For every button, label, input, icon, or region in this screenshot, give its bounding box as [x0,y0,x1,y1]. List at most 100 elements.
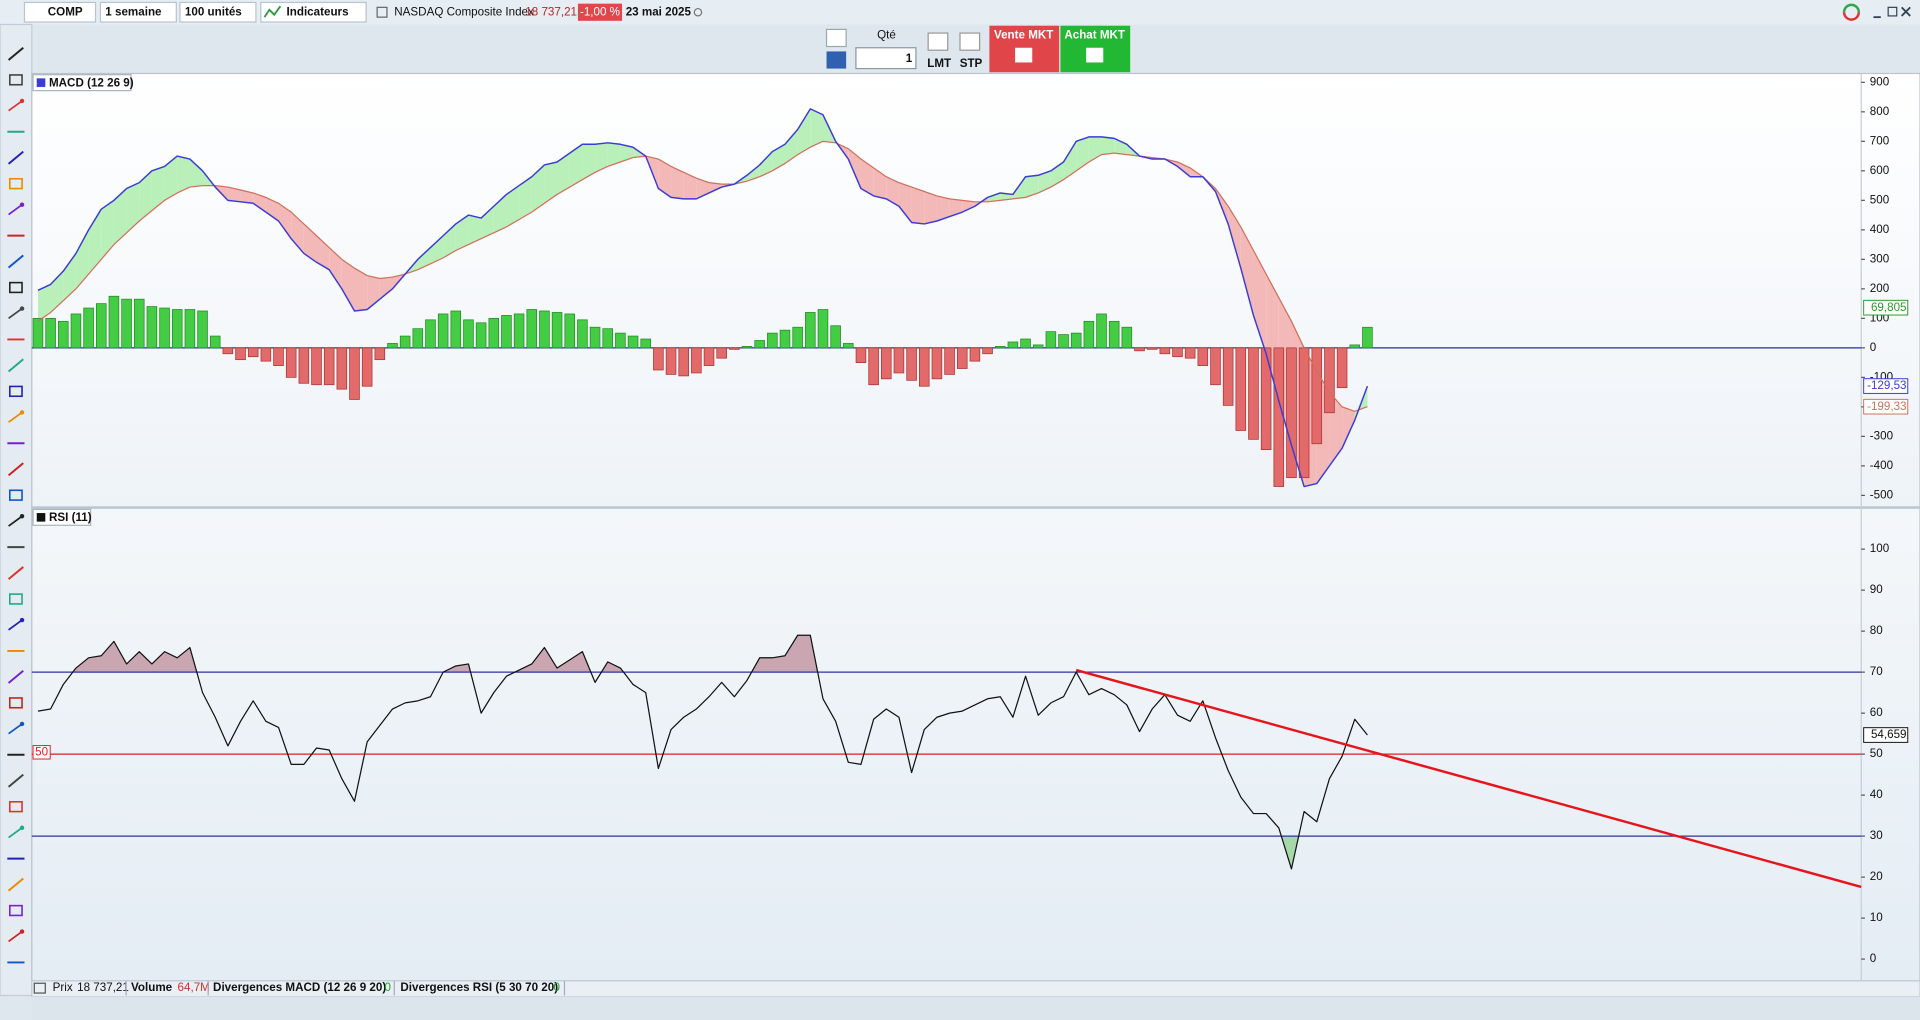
histogram-bar [1260,347,1272,451]
tool-icon [7,462,24,477]
rsi-div-label: Divergences RSI (5 30 70 20) [400,981,558,994]
histogram-bar [298,347,310,384]
tool-icon [19,306,25,311]
macd-signal-fill [569,144,583,188]
rsi-div-value: 0 [553,981,560,994]
macd-signal-fill [75,229,89,289]
legend-title: RSI (11) [49,511,92,524]
stop-icon[interactable] [959,32,981,51]
symbol: COMP [48,5,83,18]
histogram-bar [1108,320,1120,349]
tool-icon [7,877,24,892]
y-tick-label: -400 [1870,459,1894,472]
tool-icon [19,721,25,727]
tools [7,47,25,964]
histogram-bar [285,347,297,378]
histogram-bar [1134,347,1145,352]
indicators-button[interactable] [260,1,367,23]
macd-signal-fill [1063,141,1077,180]
keypad-button[interactable] [826,51,847,69]
histogram-bar [564,313,576,349]
tool-icon [9,74,23,86]
tool-icon [8,827,23,839]
histogram-bar [1121,326,1133,349]
legend-title: MACD (12 26 9) [49,76,134,89]
histogram-bar [437,313,449,349]
symbol-field[interactable] [23,1,97,23]
last-value-label: -199,33 [1867,400,1906,413]
quantity-select[interactable] [179,1,257,23]
histogram-bar [475,322,487,349]
histogram-bar [830,325,841,349]
maximize[interactable] [1887,6,1898,17]
sync-icon[interactable] [1842,3,1860,13]
tool-icon [19,617,25,623]
date: 23 mai 2025 [626,5,692,18]
macd-line [37,108,1369,488]
tool-icon [8,619,23,631]
macd-signal-fill [936,195,950,221]
buy-icon [1086,47,1104,63]
qty-input[interactable] [855,47,917,70]
y-tick-label: 900 [1870,75,1890,88]
macd-signal-fill [1253,250,1267,354]
histogram-bar [425,319,436,349]
histogram-bar [146,306,158,349]
histogram-bar [450,310,462,349]
macd-signal-fill [101,200,114,260]
limit-icon[interactable] [927,32,949,51]
y-tick-label: 400 [1870,223,1890,236]
histogram-bar [463,319,474,349]
macd-signal-fill [911,187,925,224]
histogram-bar [108,295,120,349]
macd-signal-fill [860,159,874,196]
histogram-bar [501,315,512,349]
macd-signal-fill [139,170,152,221]
last-value-box [1863,398,1909,415]
macd-signal-fill [329,247,342,289]
macd-signal-fill [265,197,279,221]
macd-signal-fill [658,159,672,198]
histogram-bar [323,347,335,386]
histogram-bar [615,332,626,349]
last-value-box [1863,299,1909,316]
instrument: NASDAQ Composite Index [394,5,534,18]
level-label-box [32,745,51,760]
histogram-bar [488,317,500,349]
macd-signal-fill [1050,161,1064,188]
macd-signal-fill [189,159,203,188]
histogram-bar [83,307,94,349]
histogram-bar [665,347,677,375]
histogram-bar [412,328,424,349]
tool-icon [8,515,23,527]
stop-label: STP [960,57,983,70]
macd-signal-fill [620,144,634,162]
macd-signal-fill [341,259,355,311]
y-tick-label: 500 [1870,193,1890,206]
histogram-bar [1058,334,1069,349]
macd-div-value: 0 [384,981,391,994]
histogram-bar [1045,331,1057,349]
macd-signal-fill [873,167,887,199]
y-tick-label: 300 [1870,252,1890,265]
rsi-pane [31,507,1920,982]
change-badge [577,3,623,21]
histogram-bar [1286,347,1297,479]
histogram-bar [374,347,386,361]
macd-signal-fill [671,166,684,199]
histogram-bar [209,335,221,349]
histogram-bar [1096,313,1107,349]
histogram-bar [1248,347,1259,440]
histogram-bar [868,347,879,386]
histogram-bar [1172,347,1183,358]
quantity: 100 unités [185,5,242,18]
macd-signal-fill [797,108,811,155]
last-value-box [1863,378,1909,394]
macd-signal-fill [164,156,178,201]
close[interactable] [1900,6,1911,17]
settings-button[interactable] [825,28,847,48]
legend-swatch [36,78,46,87]
period-select[interactable] [99,1,177,23]
histogram-bar [1146,347,1158,350]
y-tick-label: 60 [1870,706,1883,719]
